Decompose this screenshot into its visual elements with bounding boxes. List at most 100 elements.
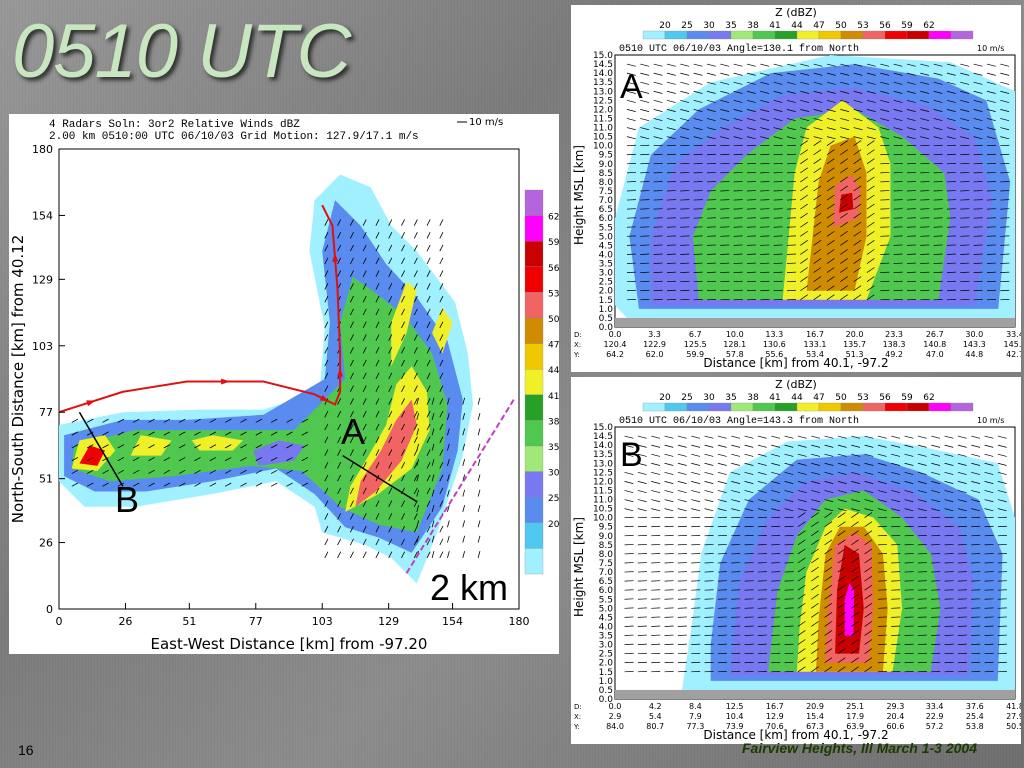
plan-y-tick-labels: 0 26 51 77 103 129 154 180 <box>32 143 53 616</box>
xs-wind-vector <box>720 81 730 85</box>
xs-wind-vector <box>786 109 796 112</box>
wind-vector <box>375 436 380 444</box>
wind-vector <box>178 444 186 449</box>
wind-vector <box>413 244 418 252</box>
xs-wind-vector <box>853 240 862 246</box>
xs-wind-vector <box>864 481 874 484</box>
echo-region <box>432 307 453 354</box>
colorbar-label: 53 <box>548 289 559 299</box>
xs-wind-vector <box>813 203 822 210</box>
xs-wind-vector <box>720 90 730 94</box>
xs-wind-vector <box>826 118 836 122</box>
wind-vector <box>401 295 405 303</box>
colorbar-swatch <box>524 445 544 472</box>
xs-wind-vector <box>813 258 822 264</box>
xs-wind-vector <box>811 584 819 591</box>
xs-wind-vector <box>811 508 821 512</box>
xs-wind-vector <box>824 530 833 537</box>
xs-wind-vector <box>744 462 754 466</box>
wind-vector <box>362 551 367 559</box>
xs-wind-vector <box>784 481 794 484</box>
xs-y-tick-label: 1.5 <box>599 296 613 306</box>
wind-vector <box>388 372 393 380</box>
wind-vector <box>349 449 354 456</box>
xs-b-vector-scale: 10 m/s <box>977 416 1004 425</box>
colorbar-swatch <box>524 369 544 395</box>
xs-wind-vector <box>771 481 781 484</box>
wind-vector <box>71 418 79 423</box>
xs-wind-vector <box>853 294 862 301</box>
xs-wind-vector <box>840 230 848 237</box>
xs-wind-vector <box>986 90 996 94</box>
xs-colorbar-swatch <box>862 30 886 40</box>
xs-row-value: 84.0 <box>606 722 624 731</box>
section-line-a <box>342 455 418 503</box>
plan-header-line2: 2.00 km 0510:00 UTC 06/10/03 Grid Motion… <box>49 131 419 143</box>
xs-colorbar-label: 47 <box>813 393 824 403</box>
xs-wind-vector <box>864 602 873 609</box>
wind-vector <box>477 505 481 512</box>
plan-axis-ticks <box>58 148 520 610</box>
wind-vector <box>375 410 380 418</box>
xs-wind-vector <box>1000 118 1010 122</box>
xs-wind-vector <box>811 435 821 439</box>
wind-vector <box>71 457 79 462</box>
xs-wind-vector <box>946 90 956 94</box>
xs-wind-vector <box>624 462 634 466</box>
xs-wind-vector <box>864 490 874 494</box>
wind-vector <box>349 462 354 469</box>
xs-wind-vector <box>680 136 690 140</box>
xs-wind-vector <box>931 444 941 448</box>
wind-vector <box>71 469 79 474</box>
cross-section-a-chart: Z (dBZ) 20 25 30 35 38 41 44 47 50 53 56 59 62 0510 … <box>572 6 1024 370</box>
xs-y-tick-label: 12.5 <box>593 468 613 478</box>
xs-wind-vector <box>851 575 859 582</box>
xs-wind-vector <box>824 602 833 609</box>
wind-vector <box>401 232 405 239</box>
wind-vector <box>431 489 435 497</box>
xs-wind-vector <box>626 109 636 112</box>
plan-colorbar: 62 59 56 53 50 47 44 41 38 35 30 25 20 <box>524 189 560 575</box>
xs-wind-vector <box>971 453 981 457</box>
wind-vector <box>388 295 393 303</box>
wind-vector <box>426 270 431 277</box>
xs-wind-vector <box>997 462 1007 466</box>
wind-vector <box>337 462 342 469</box>
xs-wind-vector <box>666 72 676 76</box>
xs-wind-vector <box>826 267 835 273</box>
wind-vector <box>426 474 431 482</box>
xs-wind-vector <box>877 435 887 439</box>
xs-y-tick-label: 4.5 <box>599 241 613 251</box>
xs-wind-vector <box>826 294 835 301</box>
wind-vector <box>362 347 367 354</box>
wind-vector <box>413 385 418 392</box>
xs-wind-vector <box>971 490 981 494</box>
section-line-b <box>78 411 124 487</box>
xs-y-tick-label: 9.0 <box>599 160 614 170</box>
wind-vector <box>255 482 263 487</box>
xs-wind-vector <box>717 435 727 439</box>
wind-vector <box>413 295 418 303</box>
xs-wind-vector <box>757 444 767 448</box>
xs-wind-vector <box>624 453 634 457</box>
wind-vector <box>286 457 293 462</box>
wind-vector <box>388 283 393 290</box>
xs-wind-vector <box>813 285 822 292</box>
xs-wind-vector <box>946 127 956 131</box>
xs-wind-vector <box>944 462 954 466</box>
xs-wind-vector <box>864 512 873 518</box>
colorbar-swatch <box>524 343 544 370</box>
xs-wind-vector <box>824 435 834 439</box>
wind-vector <box>413 308 418 316</box>
wind-vector <box>362 449 367 456</box>
wind-vector <box>337 270 342 277</box>
wind-vector <box>349 474 354 482</box>
xs-row-value: 33.4 <box>926 702 944 711</box>
wind-vector <box>209 444 217 449</box>
xs-wind-vector <box>837 575 846 582</box>
xs-wind-vector <box>864 621 873 627</box>
xs-wind-vector <box>664 444 674 448</box>
wind-vector <box>462 505 466 512</box>
xs-wind-vector <box>837 521 846 528</box>
xs-wind-vector <box>637 481 647 484</box>
